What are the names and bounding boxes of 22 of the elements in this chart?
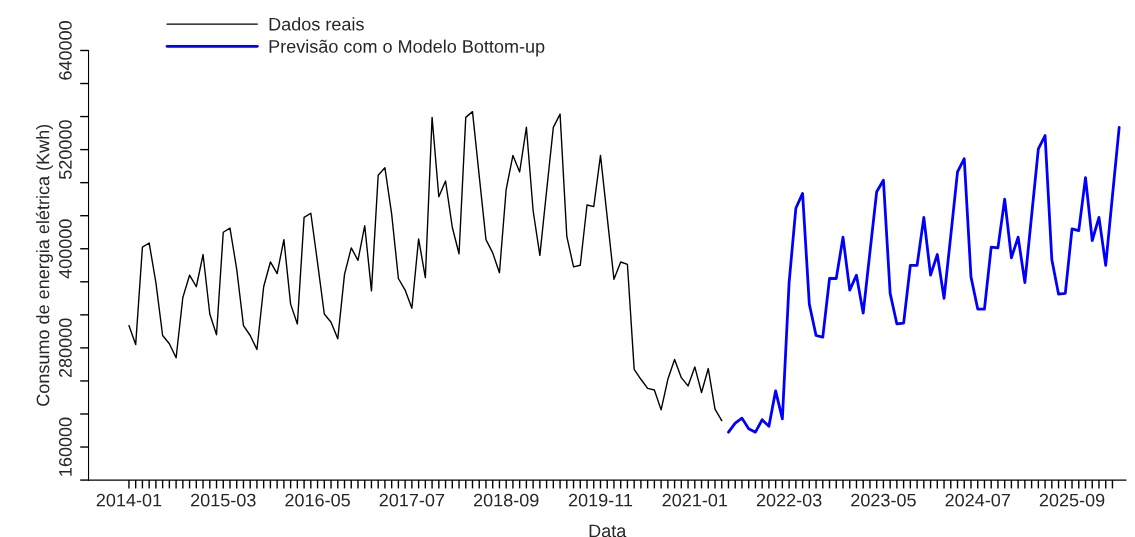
legend-label: Previsão com o Modelo Bottom-up bbox=[269, 39, 545, 57]
x-tick-label: 2016-05 bbox=[285, 493, 350, 507]
y-tick-label: 520000 bbox=[58, 120, 72, 180]
y-tick-label: 640000 bbox=[58, 21, 72, 80]
y-tick-label: 280000 bbox=[58, 318, 72, 378]
x-tick-label: 2014-01 bbox=[96, 493, 162, 507]
x-tick-label: 2015-03 bbox=[191, 493, 256, 507]
x-tick-label: 2023-05 bbox=[851, 493, 916, 507]
x-tick-label: 2019-11 bbox=[568, 493, 633, 507]
x-tick-label: 2017-07 bbox=[379, 493, 445, 507]
x-tick-label: 2022-03 bbox=[756, 493, 822, 507]
x-tick-label: 2021-01 bbox=[662, 493, 728, 507]
y-tick-label: 400000 bbox=[58, 219, 72, 279]
line-series bbox=[128, 110, 723, 422]
line-series bbox=[727, 125, 1121, 434]
x-tick-label: 2024-07 bbox=[945, 493, 1010, 507]
y-tick-label: 160000 bbox=[58, 417, 72, 476]
legend-label: Dados reais bbox=[269, 17, 364, 31]
x-axis-title: Data bbox=[589, 524, 627, 537]
y-axis-title: Consumo de energia elétrica (Kwh) bbox=[35, 124, 53, 406]
x-tick-label: 2025-09 bbox=[1039, 493, 1105, 507]
x-tick-label: 2018-09 bbox=[473, 493, 539, 507]
